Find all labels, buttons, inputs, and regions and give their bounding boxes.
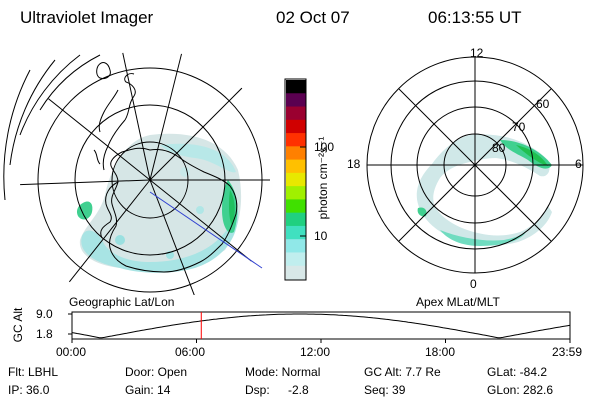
cbar-unit-label: photon cm⁻²s⁻¹ xyxy=(316,136,330,220)
cbar-band xyxy=(286,133,306,147)
aurora-emission-right xyxy=(416,134,552,246)
mode-info: Mode: Normal xyxy=(245,365,321,379)
mlat-label-60: 60 xyxy=(536,97,550,111)
dsp-label: Dsp: xyxy=(245,383,270,397)
glon-info: GLon: 282.6 xyxy=(487,383,554,397)
cbar-band xyxy=(286,212,306,227)
gc-alt-info: GC Alt: 7.7 Re xyxy=(364,365,441,379)
instrument-title: Ultraviolet Imager xyxy=(20,8,154,27)
cbar-band xyxy=(286,172,306,187)
outer-grid-arcs xyxy=(3,54,101,201)
alt-xtick-0: 00:00 xyxy=(56,345,87,359)
glat-info: GLat: -84.2 xyxy=(487,365,548,379)
gain-info: Gain: 14 xyxy=(125,383,171,397)
filter-info: Flt: LBHL xyxy=(8,365,59,379)
mlt-label-0: 0 xyxy=(470,277,477,291)
mlt-label-12: 12 xyxy=(470,46,484,60)
magnetic-map xyxy=(366,56,584,274)
color-scale-bar xyxy=(286,80,306,280)
alt-xtick-2: 12:00 xyxy=(300,345,331,359)
time-label: 06:13:55 UT xyxy=(428,8,522,27)
cbar-band xyxy=(286,80,306,94)
cbar-band xyxy=(286,186,306,200)
altitude-plot xyxy=(68,311,571,343)
alt-xtick-4: 23:59 xyxy=(552,345,583,359)
ground-track xyxy=(149,191,263,269)
cbar-band xyxy=(286,93,306,108)
geographic-map xyxy=(3,50,270,295)
seq-info: Seq: 39 xyxy=(364,383,406,397)
cbar-band xyxy=(286,159,306,174)
mlat-label-80: 80 xyxy=(492,141,506,155)
magnetic-map-label: Apex MLat/MLT xyxy=(416,295,500,309)
ip-info: IP: 36.0 xyxy=(8,383,50,397)
alt-ytick-high: 9.0 xyxy=(36,307,53,321)
mlt-label-18: 18 xyxy=(347,157,361,171)
cbar-label-100: 100 xyxy=(314,140,335,154)
mlat-mlt-grid xyxy=(366,56,584,274)
alt-xtick-3: 18:00 xyxy=(425,345,456,359)
cbar-band xyxy=(286,146,306,161)
cbar-band xyxy=(286,239,306,254)
cbar-band xyxy=(286,199,306,214)
mlat-label-70: 70 xyxy=(512,120,526,134)
altitude-axis-label: GC Alt xyxy=(11,307,25,343)
mlt-label-6: 6 xyxy=(575,157,582,171)
alt-ytick-low: 1.8 xyxy=(36,327,53,341)
cbar-band xyxy=(286,252,306,267)
altitude-curve xyxy=(71,313,571,339)
door-info: Door: Open xyxy=(125,365,188,379)
cbar-label-10: 10 xyxy=(314,229,328,243)
cbar-band xyxy=(286,119,306,134)
cbar-band xyxy=(286,265,306,280)
alt-xtick-1: 06:00 xyxy=(175,345,206,359)
geographic-map-label: Geographic Lat/Lon xyxy=(69,295,175,309)
dsp-value: -2.8 xyxy=(288,383,309,397)
cbar-band xyxy=(286,225,306,240)
date-label: 02 Oct 07 xyxy=(276,8,350,27)
cbar-band xyxy=(286,106,306,121)
